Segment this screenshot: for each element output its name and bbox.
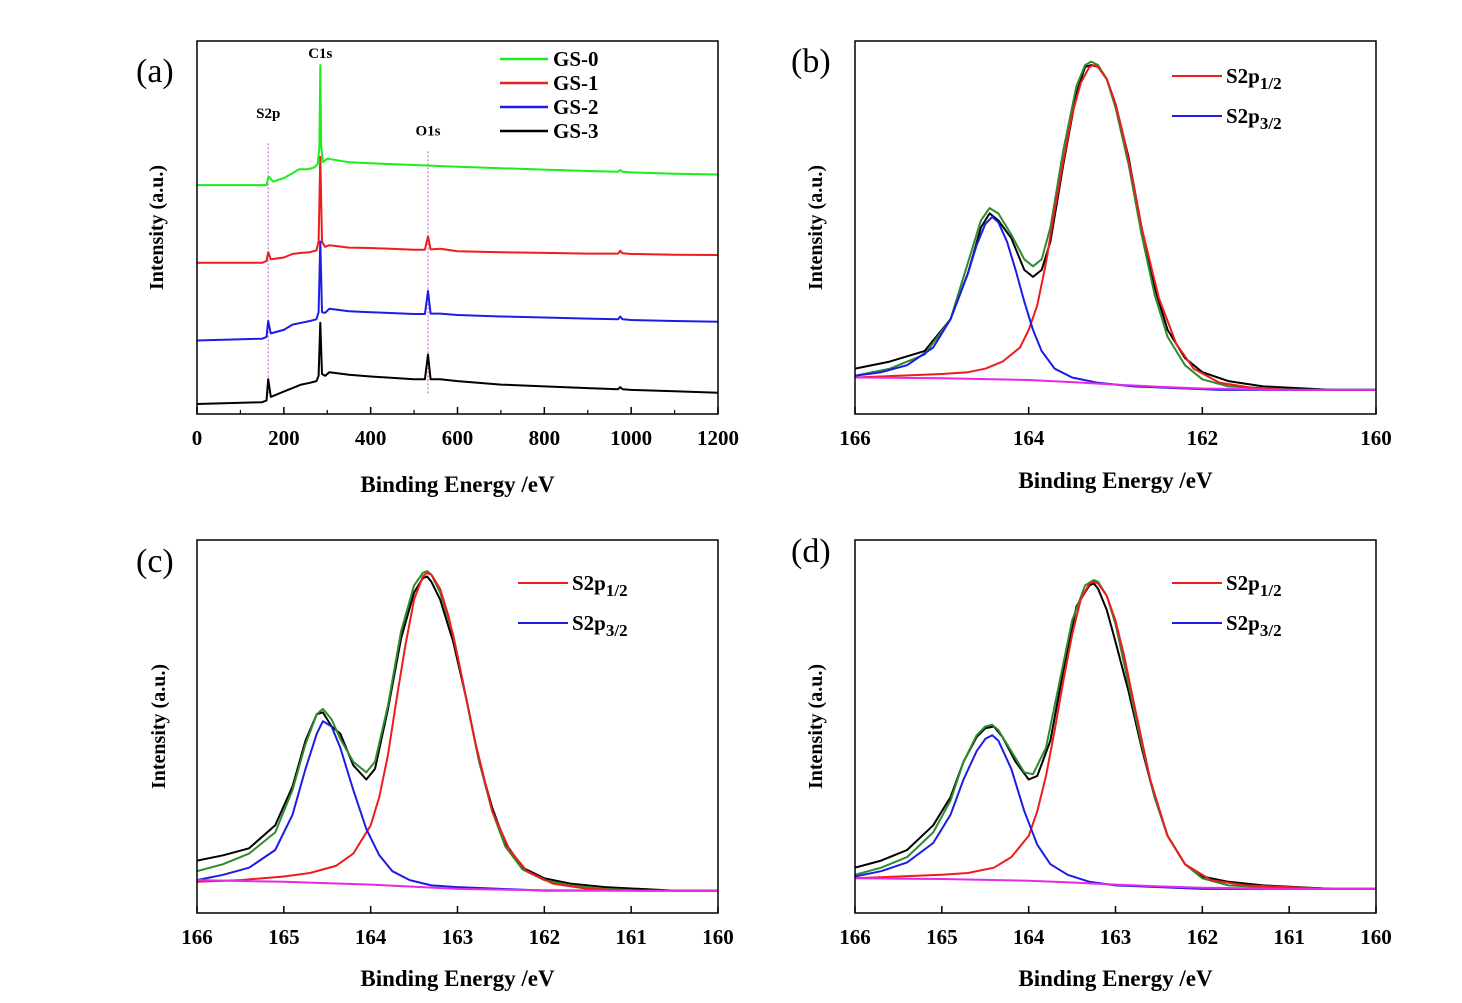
y-axis-label: Intensity (a.u.) [146, 165, 168, 290]
axes-frame [196, 539, 719, 914]
series-group [197, 570, 718, 892]
x-tick-label: 1200 [697, 426, 739, 450]
series-line-envelope-fit [197, 570, 718, 892]
series-line-envelope-fit [855, 60, 1376, 391]
y-axis-label: Intensity (a.u.) [805, 165, 827, 290]
x-tick-label: 165 [268, 925, 300, 949]
x-tick-label: 800 [529, 426, 561, 450]
axes-frame [196, 40, 719, 415]
x-tick-label: 164 [1013, 426, 1045, 450]
legend-label: GS-1 [553, 71, 599, 95]
x-tick-label: 163 [442, 925, 474, 949]
panel-label: (b) [791, 43, 831, 80]
series-line-gs-0 [197, 64, 718, 187]
x-tick-label: 164 [355, 925, 387, 949]
x-tick-label: 165 [926, 925, 958, 949]
peak-annotation: O1s [415, 124, 440, 140]
x-axis-label: Binding Energy /eV [360, 472, 555, 497]
series-group [855, 579, 1376, 890]
legend: S2p1/2 S2p3/2 [1172, 571, 1282, 640]
series-line-s2p3-2 [855, 734, 1376, 890]
x-tick-label: 161 [615, 925, 647, 949]
y-axis-label: Intensity (a.u.) [148, 664, 170, 789]
x-tick-label: 166 [839, 426, 871, 450]
series-line-gs-3 [197, 321, 718, 405]
x-tick-label: 164 [1013, 925, 1045, 949]
panel-b: (b) 166 164 162 160 Binding Energy /eV Intensi… [791, 40, 1392, 493]
axes-frame [854, 539, 1377, 914]
x-tick-label: 160 [1360, 426, 1392, 450]
series-line-s2p3-2 [197, 720, 718, 892]
x-tick-label: 200 [268, 426, 300, 450]
x-tick-label: 600 [442, 426, 474, 450]
series-line-s2p1-2 [197, 571, 718, 892]
panel-label: (a) [136, 53, 174, 90]
x-axis-label: Binding Energy /eV [1018, 966, 1213, 991]
legend-label: S2p3/2 [1226, 104, 1282, 133]
x-tick-label: 160 [702, 925, 734, 949]
panel-a: (a) 0 200 400 600 800 1000 1200 Binding Energy /… [136, 40, 739, 497]
series-line-background [197, 879, 718, 892]
x-tick-label: 400 [355, 426, 387, 450]
legend-label: S2p3/2 [1226, 611, 1282, 640]
x-tick-label: 162 [529, 925, 561, 949]
axes-frame [854, 40, 1377, 415]
legend: S2p1/2 S2p3/2 [1172, 64, 1282, 133]
legend-label: S2p1/2 [1226, 64, 1282, 93]
series-line-s2p1-2 [855, 64, 1376, 391]
series-line-s2p1-2 [855, 580, 1376, 890]
legend-label: S2p3/2 [572, 611, 628, 640]
panel-label: (c) [136, 543, 174, 580]
x-axis-label: Binding Energy /eV [1018, 468, 1213, 493]
x-axis-label: Binding Energy /eV [360, 966, 555, 991]
legend-label: GS-3 [553, 119, 599, 143]
x-tick-label: 160 [1360, 925, 1392, 949]
series-line-s2p3-2 [855, 215, 1376, 391]
series-group [855, 60, 1376, 391]
legend: S2p1/2 S2p3/2 [518, 571, 628, 640]
series-group [197, 64, 718, 405]
series-line-gs-2 [197, 240, 718, 342]
panel-d: (d) 166 165 164 163 162 161 160 Binding Energy /… [791, 533, 1392, 991]
legend-label: GS-2 [553, 95, 599, 119]
legend: GS-0GS-1GS-2GS-3 [500, 47, 599, 143]
x-tick-label: 162 [1187, 925, 1219, 949]
x-tick-label: 166 [839, 925, 871, 949]
x-tick-label: 1000 [610, 426, 652, 450]
series-line-gs-1 [197, 155, 718, 264]
panel-label: (d) [791, 533, 831, 570]
series-line-raw-data [197, 575, 718, 892]
legend-label: S2p1/2 [1226, 571, 1282, 600]
x-tick-label: 162 [1187, 426, 1219, 450]
x-tick-label: 0 [192, 426, 203, 450]
panel-c: (c) 166 165 164 163 162 161 160 Binding Energy /… [136, 539, 734, 991]
x-tick-label: 163 [1100, 925, 1132, 949]
y-axis-label: Intensity (a.u.) [805, 664, 827, 789]
x-tick-label: 161 [1273, 925, 1305, 949]
series-line-envelope-fit [855, 579, 1376, 890]
peak-annotation: S2p [256, 106, 280, 122]
legend-label: GS-0 [553, 47, 599, 71]
series-line-background [855, 877, 1376, 890]
series-line-background [855, 376, 1376, 391]
legend-label: S2p1/2 [572, 571, 628, 600]
peak-annotation: C1s [308, 46, 332, 62]
x-tick-label: 166 [181, 925, 213, 949]
